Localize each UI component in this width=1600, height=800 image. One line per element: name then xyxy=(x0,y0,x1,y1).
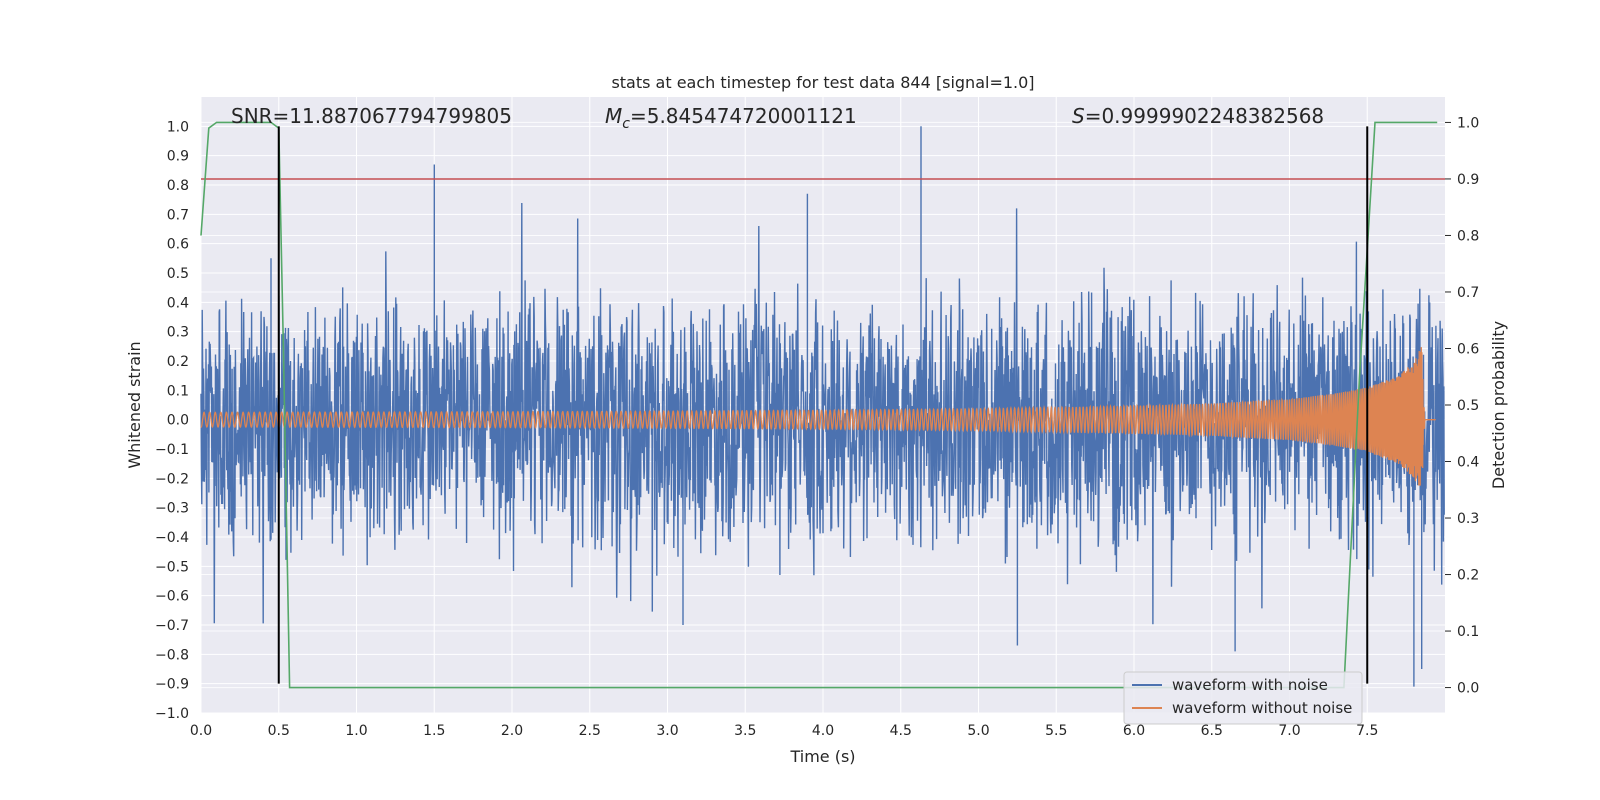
y-left-tick-label: 0.5 xyxy=(167,266,189,282)
y-left-tick-label: −0.2 xyxy=(155,471,189,487)
y-axis-label-left: Whitened strain xyxy=(125,341,144,468)
x-tick-label: 7.5 xyxy=(1356,723,1378,739)
y-right-tick-label: 1.0 xyxy=(1457,115,1479,131)
y-left-tick-label: −0.6 xyxy=(155,589,189,605)
x-tick-label: 6.5 xyxy=(1201,723,1223,739)
x-tick-label: 3.5 xyxy=(734,723,756,739)
y-left-tick-label: −0.4 xyxy=(155,530,189,546)
probability-line xyxy=(200,121,1438,689)
y-left-tick-label: −0.3 xyxy=(155,501,189,517)
detection-probability-series xyxy=(200,121,1438,689)
y-right-tick-label: 0.4 xyxy=(1457,455,1479,471)
y-left-tick-label: −0.5 xyxy=(155,559,189,575)
y-left-tick-label: −0.8 xyxy=(155,647,189,663)
y-axis-label-right: Detection probability xyxy=(1489,321,1508,489)
y-right-tick-label: 0.8 xyxy=(1457,228,1479,244)
y-right-tick-label: 0.9 xyxy=(1457,172,1479,188)
y-left-tick-label: 0.4 xyxy=(167,295,189,311)
y-right-tick-label: 0.3 xyxy=(1457,511,1479,527)
legend: waveform with noise waveform without noi… xyxy=(1123,671,1363,725)
snr-annotation: SNR=11.887067794799805 xyxy=(231,104,512,128)
y-left-tick-label: 0.1 xyxy=(167,383,189,399)
y-right-tick-label: 0.5 xyxy=(1457,398,1479,414)
x-tick-label: 5.0 xyxy=(967,723,989,739)
y-left-tick-label: 0.8 xyxy=(167,178,189,194)
x-tick-label: 0.0 xyxy=(190,723,212,739)
y-right-tick-label: 0.6 xyxy=(1457,341,1479,357)
legend-box xyxy=(1123,671,1363,725)
x-tick-label: 7.0 xyxy=(1278,723,1300,739)
y-left-tick-label: −0.9 xyxy=(155,677,189,693)
y-left-tick-label: 0.9 xyxy=(167,149,189,165)
s-symbol: S xyxy=(1072,104,1085,128)
x-tick-label: 4.0 xyxy=(812,723,834,739)
s-annotation: S=0.9999902248382568 xyxy=(1072,104,1324,128)
chirp-mass-symbol: M xyxy=(605,104,622,128)
x-tick-label: 3.0 xyxy=(656,723,678,739)
y-left-tick-label: 0.7 xyxy=(167,207,189,223)
left-y-axis-ticks: 1.0 0.9 0.8 0.7 0.6 0.5 0.4 0.3 0.2 0.1 0.0 −0.1 −0.… xyxy=(155,119,189,722)
x-axis-label: Time (s) xyxy=(789,747,855,766)
x-tick-label: 6.0 xyxy=(1123,723,1145,739)
y-left-tick-label: 0.3 xyxy=(167,325,189,341)
s-value: =0.9999902248382568 xyxy=(1085,104,1324,128)
chirp-mass-subscript: c xyxy=(622,116,630,132)
clean-waveform-series xyxy=(200,347,1436,486)
y-left-tick-label: −0.1 xyxy=(155,442,189,458)
y-left-tick-label: 0.6 xyxy=(167,237,189,253)
x-axis-ticks: 0.0 0.5 1.0 1.5 2.0 2.5 3.0 3.5 4.0 4.5 5.0 5.5 6.0 6… xyxy=(190,723,1379,739)
y-left-tick-label: −1.0 xyxy=(155,706,189,722)
y-right-tick-label: 0.0 xyxy=(1457,681,1479,697)
y-left-tick-label: −0.7 xyxy=(155,618,189,634)
x-tick-label: 4.5 xyxy=(890,723,912,739)
chirp-mass-annotation: Mc=5.845474720001121 xyxy=(605,104,857,132)
y-left-tick-label: 0.0 xyxy=(167,413,189,429)
x-tick-label: 1.5 xyxy=(423,723,445,739)
y-right-tick-label: 0.2 xyxy=(1457,568,1479,584)
y-right-tick-label: 0.7 xyxy=(1457,285,1479,301)
y-left-tick-label: 0.2 xyxy=(167,354,189,370)
x-tick-label: 2.0 xyxy=(501,723,523,739)
right-y-axis-ticks: 1.0 0.9 0.8 0.7 0.6 0.5 0.4 0.3 0.2 0.1 0.0 xyxy=(1445,115,1479,697)
chart-title: stats at each timestep for test data 844… xyxy=(611,73,1034,92)
clean-waveform-line xyxy=(200,347,1436,486)
legend-label-clean: waveform without noise xyxy=(1172,699,1352,717)
y-right-tick-label: 0.1 xyxy=(1457,624,1479,640)
y-left-tick-label: 1.0 xyxy=(167,119,189,135)
x-tick-label: 1.0 xyxy=(345,723,367,739)
vertical-markers xyxy=(277,126,1369,684)
chirp-mass-value: =5.845474720001121 xyxy=(630,104,857,128)
x-tick-label: 0.5 xyxy=(268,723,290,739)
x-tick-label: 2.5 xyxy=(579,723,601,739)
x-tick-label: 5.5 xyxy=(1045,723,1067,739)
legend-label-noise: waveform with noise xyxy=(1172,676,1328,694)
